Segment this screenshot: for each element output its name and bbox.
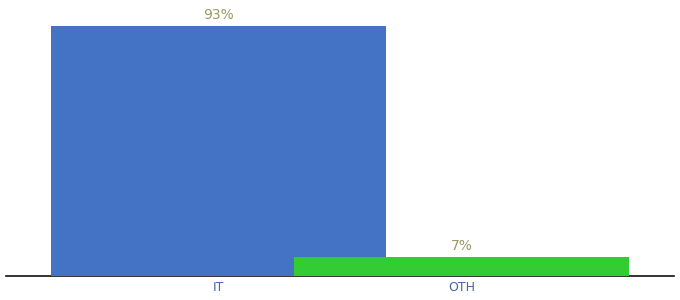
Bar (294, 257, 629, 276)
Text: 7%: 7% (451, 239, 473, 253)
Bar (51, 26, 386, 276)
Text: 93%: 93% (203, 8, 234, 22)
